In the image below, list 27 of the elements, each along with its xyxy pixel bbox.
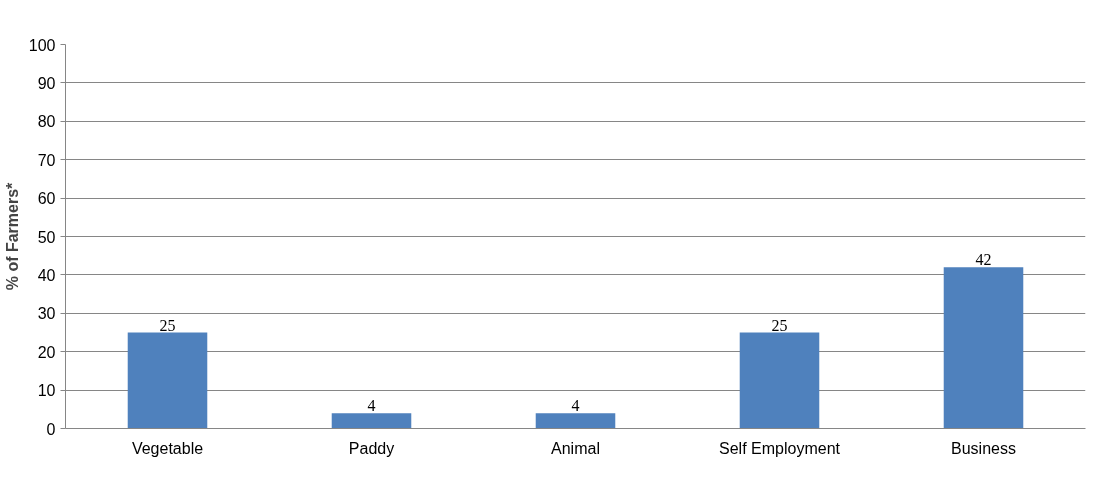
y-tick-label: 80 bbox=[37, 113, 56, 131]
y-tick-label: 0 bbox=[46, 420, 56, 438]
data-label: 4 bbox=[571, 397, 580, 415]
y-tick-label: 40 bbox=[37, 266, 56, 284]
data-label: 25 bbox=[159, 316, 176, 334]
x-tick-label: Business bbox=[951, 439, 1016, 457]
data-label: 42 bbox=[975, 251, 992, 269]
y-tick-label: 50 bbox=[37, 228, 56, 246]
y-tick-label: 100 bbox=[28, 36, 56, 54]
y-axis-title: % of Farmers* bbox=[3, 181, 21, 291]
x-tick-label: Vegetable bbox=[131, 439, 204, 457]
y-tick-label: 60 bbox=[37, 190, 56, 208]
x-tick-label: Animal bbox=[551, 439, 600, 457]
x-tick-label: Self Employment bbox=[719, 439, 841, 457]
y-tick-label: 90 bbox=[37, 74, 56, 92]
bar bbox=[535, 413, 616, 429]
x-tick-label: Paddy bbox=[348, 439, 395, 457]
data-label: 25 bbox=[771, 316, 788, 334]
bar bbox=[739, 332, 820, 429]
bar bbox=[331, 413, 412, 429]
bar bbox=[127, 332, 208, 429]
y-tick-label: 20 bbox=[37, 343, 56, 361]
y-tick-label: 30 bbox=[37, 305, 56, 323]
y-tick-label: 70 bbox=[37, 151, 56, 169]
bar bbox=[943, 267, 1024, 429]
data-label: 4 bbox=[367, 397, 376, 415]
y-tick-label: 10 bbox=[37, 382, 56, 400]
